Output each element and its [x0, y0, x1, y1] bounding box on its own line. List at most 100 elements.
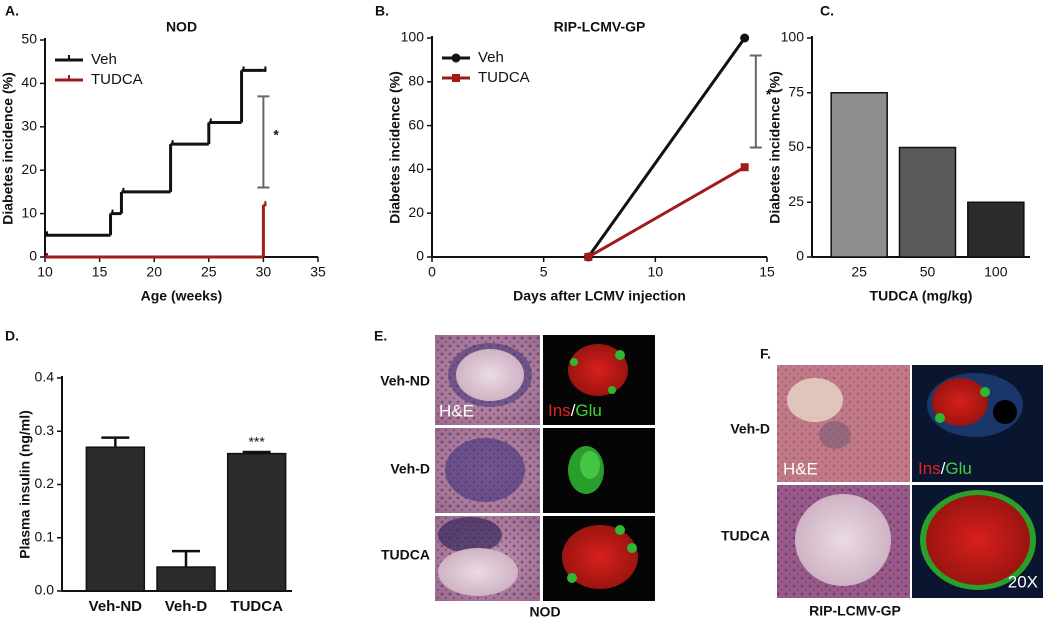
- x-tick-label: 25: [851, 264, 867, 280]
- x-tick-label: 20: [146, 264, 162, 280]
- row-label: TUDCA: [721, 528, 770, 544]
- x-tick-label: 15: [759, 264, 775, 280]
- panel-label: D.: [5, 328, 19, 344]
- y-tick-label: 10: [21, 204, 37, 220]
- legend-label: Veh: [91, 51, 117, 68]
- x-tick-label: Veh-ND: [89, 598, 143, 615]
- ins-stain: [568, 344, 628, 396]
- x-tick-label: 100: [984, 264, 1008, 280]
- stain-label: Ins/Glu: [548, 401, 602, 420]
- glu-stain: [567, 573, 577, 583]
- y-tick-label: 0: [416, 248, 424, 264]
- y-tick-label: 0.0: [35, 582, 55, 598]
- x-tick-label: TUDCA: [230, 598, 283, 615]
- panel-label: F.: [760, 346, 771, 362]
- glu-stain: [570, 358, 578, 366]
- glu-stain: [608, 386, 616, 394]
- bar: [967, 201, 1025, 258]
- x-tick-label: 30: [256, 264, 272, 280]
- glu-label: Glu: [575, 401, 601, 420]
- bar: [830, 92, 888, 258]
- point: [740, 33, 750, 43]
- remnant: [819, 421, 851, 449]
- y-tick-label: 30: [21, 118, 37, 134]
- y-tick-label: 0.3: [35, 422, 55, 438]
- panel-f: F. Veh-D TUDCA H&E Ins/Glu 20X RIP-LCMV-…: [721, 346, 1043, 619]
- y-axis-label: Diabetes incidence (%): [0, 72, 16, 225]
- x-axis-label: Days after LCMV injection: [513, 288, 686, 304]
- significance-label: ***: [248, 434, 265, 450]
- infiltrate: [445, 438, 525, 502]
- significance-label: *: [273, 127, 279, 143]
- chart-title: NOD: [166, 19, 197, 35]
- point: [584, 253, 593, 261]
- significance-bracket: [257, 95, 270, 189]
- y-tick-label: 100: [781, 29, 805, 45]
- islet: [795, 494, 891, 586]
- point: [740, 163, 749, 172]
- panel-e: E. Veh-ND Ve: [374, 328, 655, 620]
- ins-label: Ins: [548, 401, 571, 420]
- error-bar: [101, 436, 130, 448]
- x-tick-label: 15: [92, 264, 108, 280]
- y-axis-label: Plasma insulin (ng/ml): [17, 410, 33, 559]
- islet: [438, 548, 518, 596]
- micrograph-grid: [435, 335, 655, 601]
- y-tick-label: 0: [796, 248, 804, 264]
- significance-bracket: [749, 54, 762, 149]
- y-axis-label: Diabetes incidence (%): [387, 71, 403, 224]
- row-label: Veh-D: [730, 421, 770, 437]
- row-label: TUDCA: [381, 547, 430, 563]
- legend-label: TUDCA: [91, 71, 143, 88]
- caption: NOD: [529, 604, 560, 620]
- y-axis-label: Diabetes incidence (%): [767, 71, 783, 224]
- x-tick-label: Veh-D: [165, 598, 208, 615]
- glu-stain: [580, 451, 600, 479]
- x-tick-label: 35: [310, 264, 326, 280]
- bar: [898, 146, 957, 258]
- chart-title: RIP-LCMV-GP: [554, 19, 646, 35]
- stain-label: H&E: [783, 459, 818, 478]
- y-tick-label: 0.1: [35, 528, 55, 544]
- void: [993, 400, 1017, 424]
- y-tick-label: 80: [408, 73, 424, 89]
- glu-stain: [615, 525, 625, 535]
- ins-stain: [932, 378, 988, 426]
- legend-marker: [451, 53, 461, 63]
- y-tick-label: 50: [788, 138, 804, 154]
- y-tick-label: 75: [788, 83, 804, 99]
- x-tick-label: 0: [428, 264, 436, 280]
- y-tick-label: 60: [408, 116, 424, 132]
- legend-label: Veh: [478, 49, 504, 66]
- y-tick-label: 25: [788, 193, 804, 209]
- caption: RIP-LCMV-GP: [809, 603, 901, 619]
- ins-label: Ins: [918, 459, 941, 478]
- row-label: Veh-D: [390, 461, 430, 477]
- error-bar: [172, 549, 200, 568]
- x-axis-label: Age (weeks): [141, 288, 223, 304]
- x-tick-label: 25: [201, 264, 217, 280]
- panel-label: A.: [5, 3, 19, 19]
- significance-label: *: [766, 86, 772, 102]
- y-tick-label: 40: [21, 74, 37, 90]
- panel-label: C.: [820, 3, 834, 19]
- ins-stain: [926, 495, 1030, 585]
- x-tick-label: 10: [37, 264, 53, 280]
- bar: [226, 452, 287, 592]
- y-tick-label: 100: [401, 29, 425, 45]
- panel-label: E.: [374, 328, 387, 344]
- error-bar: [242, 450, 271, 454]
- ins-stain: [562, 525, 638, 589]
- bar: [85, 446, 146, 592]
- series-line: [587, 165, 746, 259]
- magnification: 20X: [1008, 572, 1038, 591]
- row-label: Veh-ND: [380, 373, 430, 389]
- y-tick-label: 40: [408, 160, 424, 176]
- x-tick-label: 5: [540, 264, 548, 280]
- stain-label: H&E: [439, 401, 474, 420]
- bar: [156, 566, 216, 592]
- y-tick-label: 20: [408, 204, 424, 220]
- y-tick-label: 20: [21, 161, 37, 177]
- glu-stain: [627, 543, 637, 553]
